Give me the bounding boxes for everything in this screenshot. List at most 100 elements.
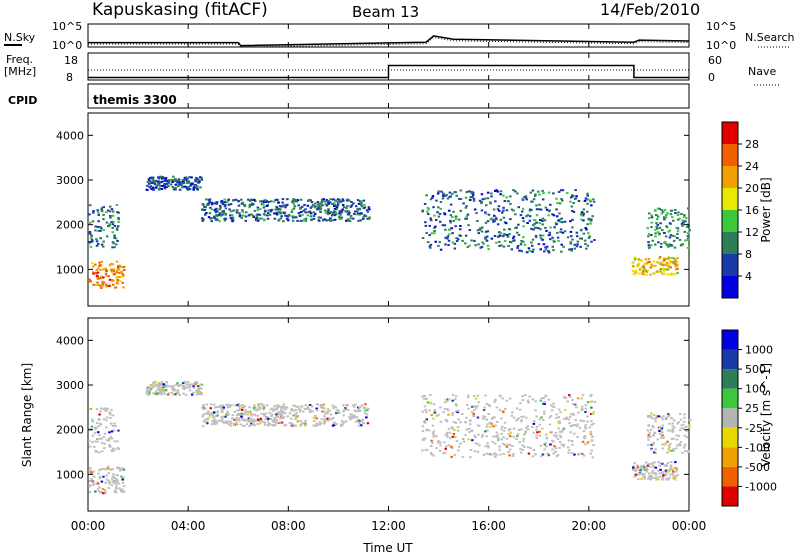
scatter-cell — [92, 211, 95, 214]
scatter-cell — [686, 246, 690, 249]
scatter-cell — [270, 414, 273, 417]
scatter-cell — [451, 413, 454, 416]
scatter-cell — [256, 423, 259, 426]
scatter-cell — [89, 408, 93, 410]
scatter-cell — [552, 192, 555, 195]
scatter-cell — [349, 214, 353, 217]
scatter-cell — [322, 198, 325, 201]
scatter-cell — [678, 238, 682, 241]
time-tick-label: 12:00 — [371, 519, 406, 533]
scatter-cell — [329, 198, 332, 201]
scatter-cell — [657, 271, 661, 273]
scatter-cell — [152, 392, 155, 395]
scatter-cell — [652, 472, 655, 475]
scatter-cell — [89, 280, 92, 283]
scatter-cell — [281, 415, 284, 418]
scatter-cell — [319, 216, 322, 219]
scatter-cell — [96, 487, 100, 490]
scatter-cell — [449, 221, 452, 224]
scatter-cell — [295, 412, 298, 414]
scatter-cell — [425, 194, 428, 197]
scatter-cell — [655, 222, 658, 225]
scatter-cell — [654, 228, 657, 231]
scatter-cell — [277, 411, 281, 414]
scatter-cell — [96, 482, 100, 485]
scatter-cell — [523, 243, 527, 246]
scatter-cell — [500, 432, 503, 435]
scatter-cell — [494, 190, 497, 192]
scatter-cell — [100, 437, 103, 440]
scatter-cell — [103, 489, 107, 492]
scatter-cell — [466, 245, 470, 248]
scatter-cell — [539, 248, 542, 251]
scatter-cell — [267, 209, 270, 212]
scatter-cell — [668, 236, 672, 239]
scatter-cell — [652, 451, 656, 454]
freq-left-label-2: [MHz] — [4, 65, 36, 78]
scatter-cell — [681, 427, 685, 430]
scatter-cell — [561, 221, 564, 224]
scatter-cell — [249, 412, 253, 414]
scatter-cell — [91, 220, 95, 223]
scatter-cell — [222, 406, 225, 409]
scatter-cell — [521, 198, 525, 201]
colorbar-swatch — [722, 388, 738, 409]
scatter-cell — [281, 198, 285, 201]
scatter-cell — [431, 441, 434, 444]
scatter-cell — [661, 268, 664, 271]
scatter-cell — [116, 481, 119, 484]
scatter-cell — [526, 222, 529, 224]
scatter-cell — [93, 445, 96, 448]
scatter-cell — [421, 395, 424, 398]
scatter-cell — [590, 439, 593, 442]
scatter-cell — [487, 213, 491, 216]
scatter-cell — [492, 435, 495, 438]
power-scatter — [88, 175, 691, 289]
scatter-cell — [451, 447, 454, 450]
scatter-cell — [497, 235, 500, 238]
noise-right-tick-bottom: 10^0 — [706, 39, 736, 52]
scatter-cell — [91, 480, 94, 483]
scatter-cell — [187, 180, 190, 183]
scatter-cell — [558, 430, 562, 433]
scatter-cell — [88, 491, 92, 494]
scatter-cell — [106, 407, 109, 410]
scatter-cell — [157, 382, 161, 384]
scatter-cell — [687, 224, 691, 227]
scatter-cell — [586, 223, 589, 226]
scatter-cell — [219, 206, 222, 209]
scatter-cell — [348, 212, 351, 214]
scatter-cell — [281, 205, 284, 208]
scatter-cell — [464, 217, 467, 220]
scatter-cell — [429, 246, 432, 249]
scatter-cell — [299, 424, 302, 427]
scatter-cell — [645, 273, 648, 276]
y-tick-label: 2000 — [56, 219, 84, 232]
scatter-cell — [204, 420, 207, 423]
scatter-cell — [655, 225, 658, 228]
scatter-cell — [683, 413, 686, 416]
scatter-cell — [243, 424, 246, 427]
scatter-cell — [292, 423, 295, 426]
scatter-cell — [120, 475, 123, 478]
scatter-cell — [356, 208, 359, 211]
beam-title: Beam 13 — [352, 3, 419, 21]
scatter-cell — [229, 217, 233, 219]
scatter-cell — [262, 406, 266, 409]
scatter-cell — [512, 453, 515, 455]
scatter-cell — [519, 451, 523, 454]
scatter-cell — [181, 185, 184, 188]
scatter-cell — [241, 418, 245, 421]
scatter-cell — [501, 442, 505, 445]
scatter-cell — [111, 468, 114, 471]
scatter-cell — [428, 234, 431, 237]
scatter-cell — [151, 382, 155, 385]
scatter-cell — [519, 214, 523, 217]
scatter-cell — [535, 221, 538, 224]
scatter-cell — [360, 419, 364, 422]
scatter-cell — [94, 263, 97, 266]
scatter-cell — [356, 210, 359, 213]
scatter-cell — [547, 398, 551, 401]
scatter-cell — [590, 449, 593, 452]
scatter-cell — [177, 183, 180, 186]
